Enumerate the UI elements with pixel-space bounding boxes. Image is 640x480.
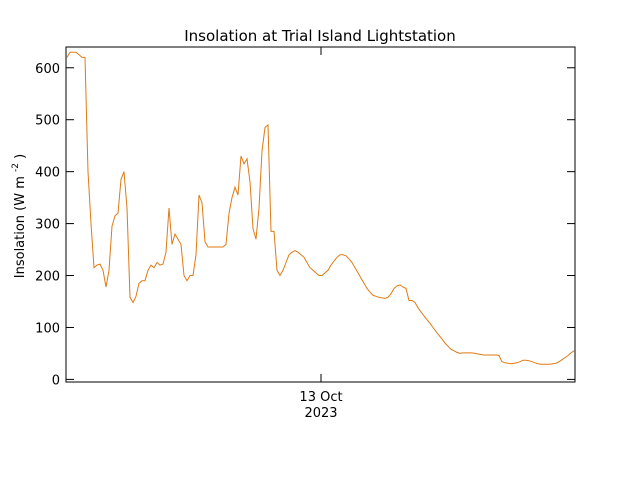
- plot-area: 0 100 200 300 400 500 600: [35, 46, 576, 388]
- y-tick-label: 200: [35, 270, 60, 285]
- insolation-series-line: [66, 51, 575, 365]
- y-axis-label-main: Insolation (W m: [13, 176, 28, 278]
- y-tick-label: 400: [35, 166, 60, 181]
- plot-frame: [65, 46, 576, 383]
- y-tick-label: 100: [35, 321, 60, 336]
- y-tick-label: 500: [35, 114, 60, 129]
- y-axis-label: Insolation (W m -2 ): [7, 154, 28, 278]
- y-axis-label-close: ): [13, 154, 28, 159]
- x-tick-label-date: 13 Oct: [299, 390, 342, 405]
- y-axis-label-exponent: -2: [11, 163, 21, 172]
- x-tick-label-year: 2023: [304, 406, 337, 421]
- chart-title: Insolation at Trial Island Lightstation: [184, 27, 456, 45]
- y-tick-label: 600: [35, 62, 60, 77]
- y-tick-label: 0: [52, 373, 60, 388]
- y-axis: 0 100 200 300 400 500 600: [35, 62, 575, 388]
- y-tick-label: 300: [35, 218, 60, 233]
